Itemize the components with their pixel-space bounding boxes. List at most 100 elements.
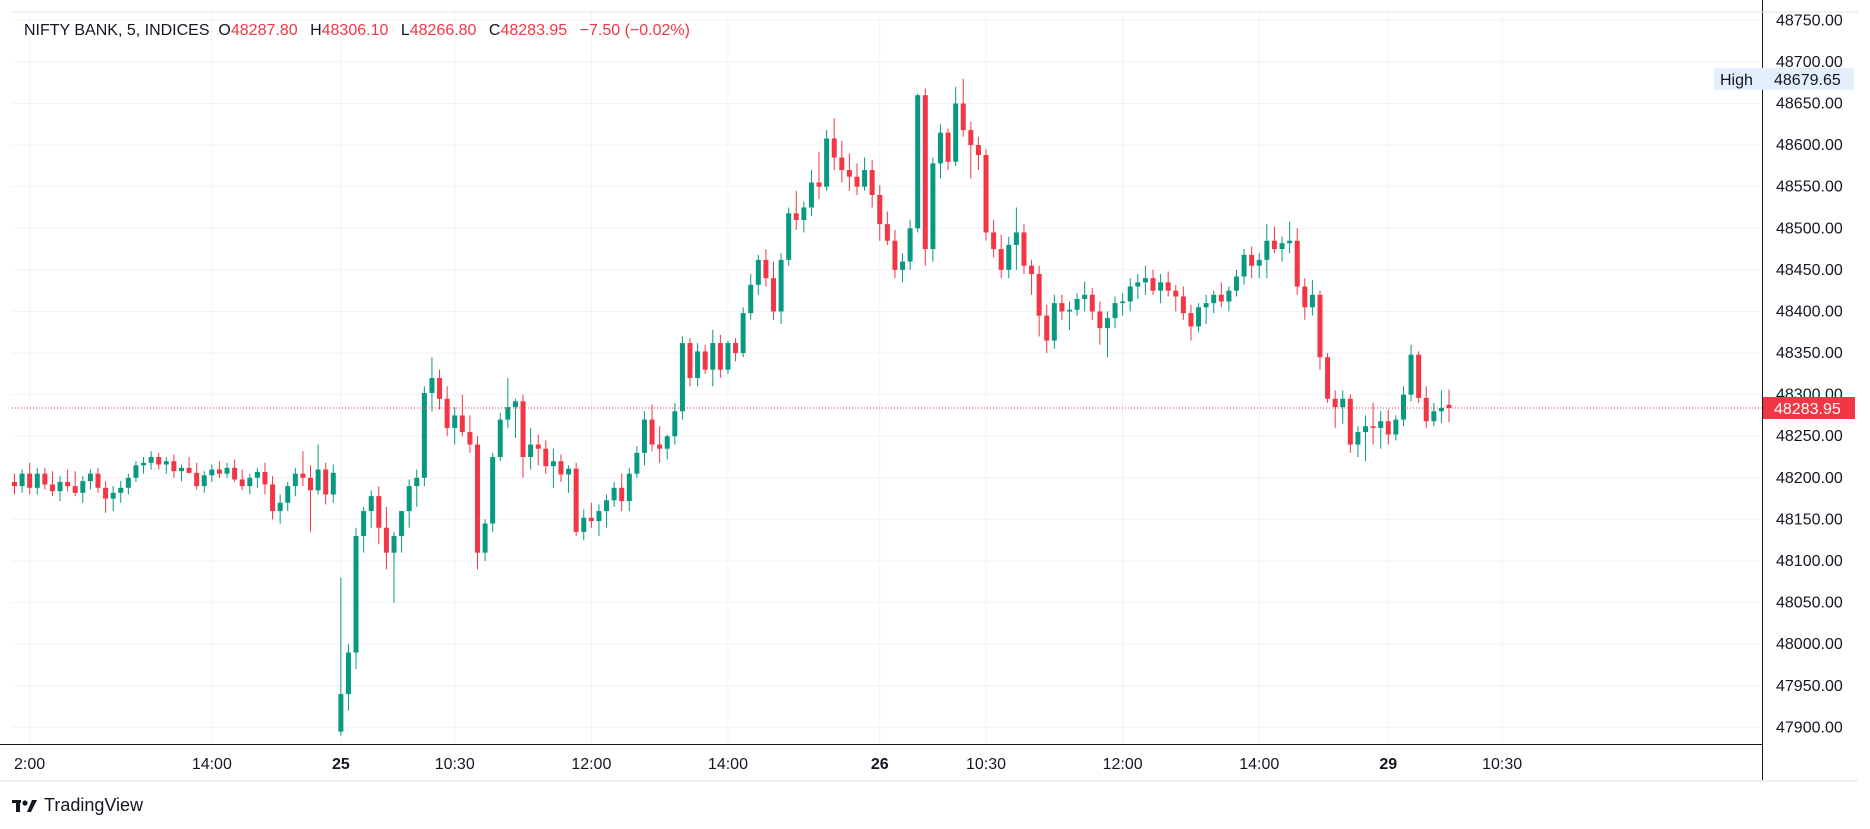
candle-body xyxy=(95,473,101,488)
candle-body xyxy=(968,130,974,146)
candle-body xyxy=(399,511,405,537)
candle-body xyxy=(596,511,602,522)
candle xyxy=(1112,296,1118,329)
candle-body xyxy=(57,481,63,492)
candle xyxy=(1104,311,1110,358)
price-scale[interactable]: 48750.00 48700.00 48650.00 48600.00 48550.00… xyxy=(1776,12,1843,736)
candle-body xyxy=(247,477,253,487)
price-tick-label: 48200.00 xyxy=(1776,470,1843,487)
candle-body xyxy=(376,496,382,528)
candle-body xyxy=(1203,303,1209,308)
candle-body xyxy=(884,224,890,241)
candle xyxy=(383,506,389,570)
candle-body xyxy=(687,343,693,378)
candle-body xyxy=(505,407,511,420)
candle xyxy=(801,201,807,233)
candle xyxy=(34,467,40,495)
candle-body xyxy=(1097,311,1103,329)
tradingview-logo[interactable]: TradingView xyxy=(12,795,143,816)
candle-body xyxy=(209,469,215,476)
candle xyxy=(596,504,602,537)
candle-body xyxy=(1408,354,1414,395)
candle xyxy=(1029,259,1035,295)
candle-body xyxy=(1150,278,1156,291)
candle xyxy=(649,404,655,452)
candle-body xyxy=(474,444,480,553)
candle xyxy=(247,473,253,495)
candle-body xyxy=(937,132,943,164)
candle-body xyxy=(285,486,291,503)
candle-body xyxy=(763,259,769,279)
candle xyxy=(566,465,572,493)
candle xyxy=(1211,290,1217,314)
candle xyxy=(1400,386,1406,427)
price-tick-label: 48700.00 xyxy=(1776,54,1843,71)
candle xyxy=(1423,386,1429,428)
candle-body xyxy=(437,378,443,399)
candle-body xyxy=(201,475,207,487)
candle-body xyxy=(657,444,663,449)
candle-body xyxy=(194,472,200,487)
candle xyxy=(178,464,184,482)
candle xyxy=(619,473,625,512)
candle xyxy=(224,462,230,478)
candle xyxy=(839,140,845,183)
candle xyxy=(368,490,374,528)
candle xyxy=(733,338,739,362)
candle xyxy=(991,219,997,258)
candle-body xyxy=(566,468,572,475)
candle-body xyxy=(1074,298,1080,310)
candle xyxy=(1385,409,1391,445)
candle-body xyxy=(1135,282,1141,287)
open-label: O xyxy=(218,22,231,39)
candle-body xyxy=(808,182,814,208)
candle-body xyxy=(1363,426,1369,433)
candle xyxy=(710,329,716,387)
candle xyxy=(581,509,587,541)
symbol-label[interactable]: NIFTY BANK, 5, INDICES xyxy=(24,22,210,39)
candle xyxy=(1279,236,1285,262)
candle-body xyxy=(421,392,427,478)
candle xyxy=(437,369,443,410)
candle-body xyxy=(1196,307,1202,327)
candle-body xyxy=(543,448,549,467)
candle-body xyxy=(953,103,959,162)
candle xyxy=(376,486,382,545)
candle xyxy=(57,476,63,502)
candle-body xyxy=(588,517,594,522)
close-label: C xyxy=(488,22,501,39)
candle-body xyxy=(368,496,374,512)
candle xyxy=(201,471,207,493)
candle xyxy=(664,434,670,460)
candle-body xyxy=(277,502,283,512)
candle xyxy=(1036,265,1042,337)
candle-body xyxy=(338,694,344,732)
candle-body xyxy=(353,536,359,653)
candle xyxy=(262,462,268,495)
candle-body xyxy=(1112,303,1118,319)
last-price-badge xyxy=(1763,396,1855,419)
candle xyxy=(482,519,488,561)
candle-body xyxy=(1180,296,1186,314)
candle xyxy=(1082,281,1088,312)
candle xyxy=(216,461,222,478)
candle xyxy=(148,451,154,470)
candle-body xyxy=(915,95,921,229)
candle xyxy=(846,153,852,191)
candle xyxy=(300,451,306,487)
candle-body xyxy=(292,473,298,487)
candle-body xyxy=(1158,282,1164,291)
time-tick-label: 14:00 xyxy=(1239,756,1279,773)
candle xyxy=(543,440,549,474)
close-value: 48283.95 xyxy=(500,22,568,39)
candle xyxy=(816,151,822,200)
candle-body xyxy=(224,467,230,474)
time-scale[interactable]: 2:00 14:00 25 10:30 12:00 14:00 26 10:30 12:00 14… xyxy=(14,756,1522,773)
candle-body xyxy=(133,465,139,478)
candle xyxy=(1431,402,1437,427)
candle-body xyxy=(178,467,184,472)
candle xyxy=(80,476,86,503)
candle-body xyxy=(755,259,761,285)
price-tick-label: 48000.00 xyxy=(1776,636,1843,653)
